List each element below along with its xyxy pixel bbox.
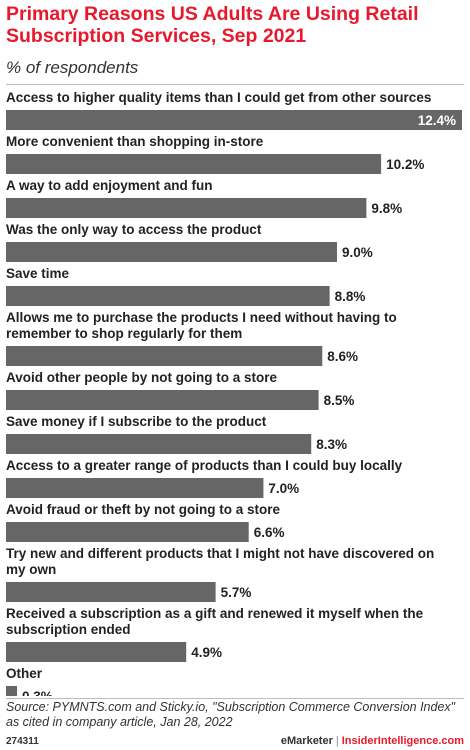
- bar: [6, 198, 367, 218]
- bar: [6, 642, 187, 662]
- category-label: More convenient than shopping in-store: [6, 134, 264, 149]
- bar-chart: Access to higher quality items than I co…: [6, 90, 462, 696]
- category-label: Received a subscription as a gift and re…: [6, 606, 424, 637]
- value-label: 10.2%: [386, 157, 424, 172]
- value-label: 0.3%: [22, 689, 53, 696]
- chart-id: 274311: [6, 736, 39, 747]
- category-label: Save time: [6, 266, 70, 281]
- brand-emarketer: eMarketer: [280, 735, 333, 747]
- bar: [6, 582, 216, 602]
- value-label: 4.9%: [191, 645, 222, 660]
- brand-footer: eMarketer | InsiderIntelligence.com: [281, 735, 464, 747]
- category-label: A way to add enjoyment and fun: [6, 178, 213, 193]
- category-label: Allows me to purchase the products I nee…: [6, 310, 397, 341]
- bar: [6, 390, 319, 410]
- category-label: Access to higher quality items than I co…: [6, 90, 431, 105]
- value-label: 9.0%: [342, 245, 373, 260]
- brand-separator: |: [335, 735, 339, 747]
- value-label: 8.3%: [316, 437, 347, 452]
- top-divider: [6, 84, 464, 85]
- value-label: 5.7%: [221, 585, 252, 600]
- bar: [6, 286, 330, 306]
- value-label: 8.5%: [324, 393, 355, 408]
- bar: [6, 110, 462, 130]
- bar: [6, 242, 337, 262]
- category-label: Try new and different products that I mi…: [6, 546, 434, 577]
- bar: [6, 478, 264, 498]
- source-note: Source: PYMNTS.com and Sticky.io, "Subsc…: [6, 700, 456, 729]
- bar: [6, 522, 249, 542]
- brand-insiderintelligence: InsiderIntelligence.com: [341, 735, 464, 747]
- bottom-divider: [6, 698, 464, 699]
- category-label: Other: [6, 666, 43, 681]
- category-label: Was the only way to access the product: [6, 222, 262, 237]
- bar: [6, 154, 382, 174]
- value-label: 7.0%: [268, 481, 299, 496]
- bar: [6, 346, 323, 366]
- value-label: 8.6%: [327, 349, 358, 364]
- category-label: Access to a greater range of products th…: [6, 458, 403, 473]
- bar: [6, 434, 312, 454]
- category-label: Save money if I subscribe to the product: [6, 414, 267, 429]
- value-label: 12.4%: [418, 113, 456, 128]
- bar: [6, 686, 18, 696]
- chart-title: Primary Reasons US Adults Are Using Reta…: [6, 3, 419, 47]
- chart-subtitle: % of respondents: [6, 58, 139, 77]
- category-label: Avoid other people by not going to a sto…: [6, 370, 277, 385]
- value-label: 9.8%: [371, 201, 402, 216]
- category-label: Avoid fraud or theft by not going to a s…: [6, 502, 280, 517]
- value-label: 8.8%: [335, 289, 366, 304]
- value-label: 6.6%: [254, 525, 285, 540]
